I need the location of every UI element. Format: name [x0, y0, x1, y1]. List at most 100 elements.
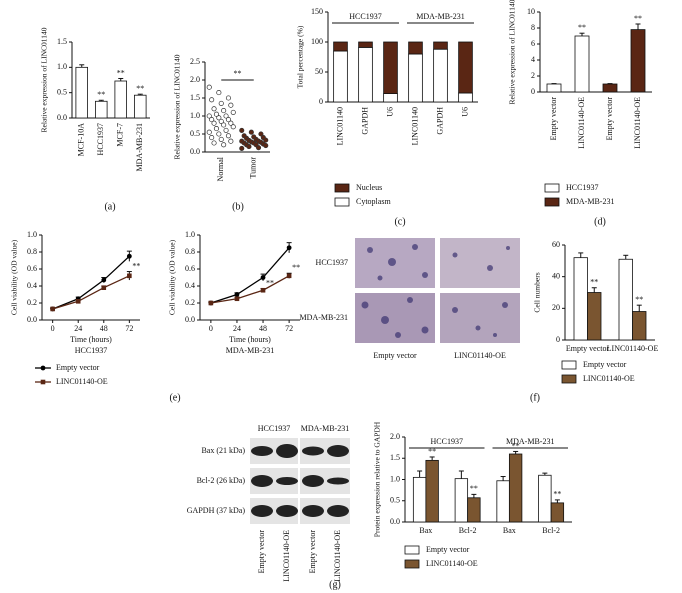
data-point — [221, 122, 227, 128]
y-tick-label: 40 — [552, 271, 560, 280]
significance: ** — [97, 90, 105, 99]
x-tick-label: U6 — [385, 107, 394, 117]
y-tick-label: 0.2 — [27, 298, 37, 307]
x-tick-label: 0 — [51, 324, 55, 333]
data-point — [213, 126, 220, 132]
marker — [286, 273, 292, 279]
data-point — [211, 106, 217, 112]
bar — [508, 453, 523, 523]
significance: ** — [117, 68, 125, 77]
cell-stain — [361, 244, 510, 338]
micrograph-row-label: MDA-MB-231 — [300, 313, 348, 322]
bar-segment — [408, 41, 423, 55]
bar — [574, 35, 590, 93]
blot-band-label: GAPDH (37 kDa) — [187, 506, 246, 515]
data-point — [213, 111, 220, 117]
significance: ** — [132, 261, 140, 270]
data-point — [239, 127, 245, 133]
legend-swatch — [544, 197, 560, 207]
data-point — [206, 84, 212, 90]
x-tick-label: LINC01140-OE — [633, 97, 642, 149]
significance: ** — [292, 263, 300, 272]
y-tick-label: 150 — [311, 7, 323, 16]
marker — [234, 292, 240, 297]
bar-segment — [333, 50, 348, 103]
y-tick-label: 1.0 — [190, 111, 200, 120]
x-tick-label: Empty vector — [605, 97, 614, 141]
y-axis-label: Cell viability (OD value) — [10, 239, 19, 315]
panel-label: (f) — [530, 392, 540, 403]
data-point — [216, 115, 222, 121]
data-point — [206, 113, 212, 119]
data-point — [258, 131, 264, 137]
legend-label: MDA-MB-231 — [566, 197, 614, 206]
significance: ** — [590, 278, 598, 287]
bar-segment — [408, 53, 423, 103]
y-tick-label: 1.0 — [27, 230, 37, 239]
x-tick-label: GAPDH — [435, 107, 444, 135]
y-axis-label: Relative expression of LINC01140 — [40, 27, 49, 132]
y-tick-label: 1.5 — [190, 93, 200, 102]
legend-swatch — [334, 197, 350, 207]
chart-title: HCC1937 — [75, 346, 107, 355]
marker — [126, 253, 132, 259]
marker — [260, 275, 266, 280]
panel-label: (e) — [169, 392, 180, 403]
bar — [632, 311, 647, 341]
x-tick-label: Bcl-2 — [542, 526, 560, 535]
panel-label: (g) — [329, 579, 341, 590]
x-tick-label: Empty vector — [566, 344, 610, 353]
legend-label: Empty vector — [583, 360, 627, 369]
legend-marker — [40, 365, 46, 371]
bar-segment — [458, 41, 473, 94]
y-axis-label: Cell numbers — [533, 272, 542, 312]
data-point — [209, 97, 215, 103]
blot-group-label: MDA-MB-231 — [301, 424, 349, 433]
y-tick-label: 0 — [556, 335, 560, 344]
significance: ** — [136, 84, 144, 93]
data-point — [216, 131, 222, 137]
y-tick-label: 0.4 — [27, 281, 37, 290]
data-point — [216, 90, 222, 96]
bar — [550, 502, 565, 523]
legend-swatch — [561, 360, 577, 370]
y-tick-label: 0.4 — [185, 281, 195, 290]
x-tick-label: LINC01140 — [410, 107, 419, 145]
bar-segment — [433, 48, 448, 103]
bar-segment — [433, 41, 448, 50]
y-tick-label: 2.5 — [190, 57, 200, 66]
bar-segment — [358, 41, 373, 48]
micrograph-column-label: Empty vector — [373, 351, 417, 360]
bar — [114, 80, 128, 119]
bar — [75, 66, 89, 119]
x-tick-label: U6 — [460, 107, 469, 117]
data-point — [248, 129, 254, 135]
y-axis-label: Total percentage (%) — [296, 25, 305, 88]
group-label: MDA-MB-231 — [416, 12, 464, 21]
panel-label: (c) — [394, 216, 405, 227]
significance: ** — [578, 23, 586, 32]
panel-label: (b) — [232, 201, 244, 212]
legend-label: LINC01140-OE — [583, 374, 635, 383]
x-tick-label: LINC01140 — [335, 107, 344, 145]
y-tick-label: 4 — [531, 55, 535, 64]
x-tick-label: 0 — [209, 324, 213, 333]
bar — [133, 94, 147, 119]
x-tick-label: Bax — [503, 526, 516, 535]
x-tick-label: GAPDH — [360, 107, 369, 135]
legend-swatch — [334, 183, 350, 193]
data-point — [221, 142, 227, 148]
y-tick-label: 1.0 — [185, 230, 195, 239]
data-point — [228, 102, 234, 108]
y-tick-label: 0.0 — [390, 517, 400, 526]
micrograph-row-label: HCC1937 — [316, 258, 348, 267]
y-tick-label: 1.0 — [390, 474, 400, 483]
legend-label: HCC1937 — [566, 183, 598, 192]
bar — [602, 83, 618, 93]
x-axis-label: Time (hours) — [70, 335, 112, 344]
x-tick-label: 24 — [74, 324, 82, 333]
series-line — [210, 275, 290, 304]
y-tick-label: 0.8 — [185, 247, 195, 256]
legend-label: LINC01140-OE — [426, 559, 478, 568]
group-label: HCC1937 — [431, 437, 463, 446]
